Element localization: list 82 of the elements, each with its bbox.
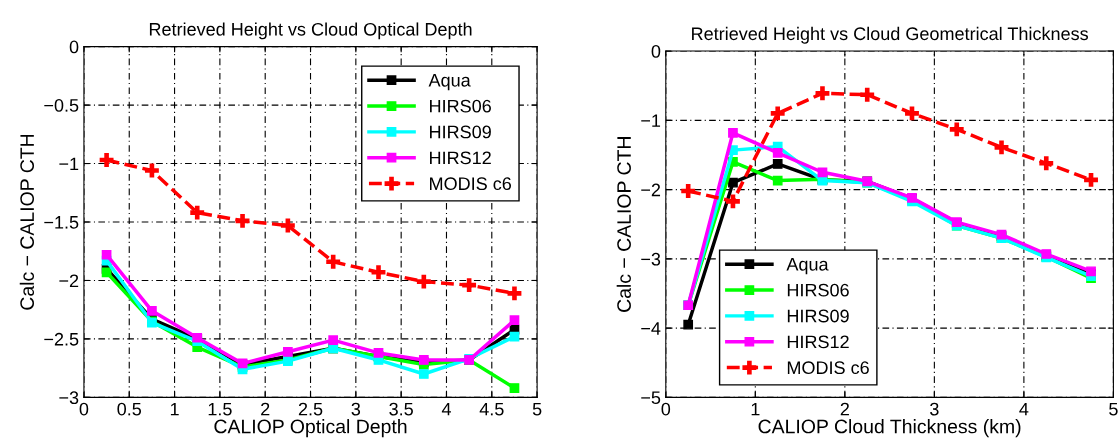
point [101, 249, 112, 260]
legend-label: Aqua [428, 74, 471, 91]
y-tick-label: −1.5 [44, 216, 79, 229]
legend-label: HIRS12 [787, 335, 849, 349]
point [815, 86, 830, 101]
chart-title: Retrieved Height vs Cloud Optical Depth [149, 22, 472, 40]
point [772, 175, 783, 186]
point [144, 163, 159, 178]
point [99, 153, 114, 167]
y-tick-label: −2 [641, 183, 661, 197]
point [1084, 172, 1098, 187]
x-tick-label: 1 [751, 402, 760, 416]
x-tick-label: 3.5 [389, 402, 413, 416]
point [280, 218, 295, 233]
point [371, 265, 386, 280]
point [860, 87, 875, 102]
legend-label: MODIS c6 [430, 177, 512, 191]
x-tick-label: 2 [261, 402, 270, 416]
point [509, 383, 520, 393]
x-tick-label: 4 [1019, 402, 1029, 416]
x-tick-label: 2 [840, 402, 849, 416]
y-tick-label: −4 [641, 322, 661, 335]
x-axis-title: CALIOP Cloud Thickness (km) [758, 419, 1021, 438]
point [326, 254, 341, 269]
y-axis-title: Calc − CALIOP CTH [19, 134, 35, 310]
point [509, 315, 520, 326]
x-tick-label: 5 [1109, 402, 1118, 416]
legend-label: Aqua [786, 258, 829, 275]
x-tick-label: 4 [441, 402, 451, 416]
legend-label: HIRS06 [787, 283, 849, 297]
point [772, 148, 783, 158]
x-tick-label: 0 [661, 402, 671, 416]
y-tick-label: −1 [641, 114, 661, 127]
x-tick-label: 5 [532, 402, 542, 416]
point [772, 159, 783, 169]
point [728, 127, 738, 138]
y-tick-label: −5 [641, 391, 661, 405]
point [373, 348, 384, 358]
point [416, 274, 431, 289]
point [905, 106, 919, 121]
legend-label: HIRS09 [430, 125, 491, 139]
point [283, 346, 293, 357]
point [101, 267, 112, 278]
point [418, 369, 429, 379]
x-tick-label: 3 [930, 402, 939, 416]
x-tick-label: 3 [351, 402, 361, 416]
point [683, 319, 694, 330]
y-tick-label: −1 [59, 157, 79, 171]
x-tick-label: 2.5 [298, 402, 323, 416]
legend-label: MODIS c6 [787, 361, 869, 375]
y-axis-title: Calc − CALIOP CTH [616, 137, 631, 312]
x-tick-label: 1 [170, 402, 179, 416]
point [726, 194, 740, 209]
legend-label: HIRS06 [430, 99, 491, 113]
y-tick-label: −0.5 [44, 99, 79, 112]
legend-label: HIRS09 [787, 309, 849, 323]
x-tick-label: 0 [79, 402, 89, 416]
point [681, 184, 696, 198]
point [817, 167, 828, 178]
point [235, 213, 250, 228]
x-tick-label: 4.5 [479, 402, 504, 416]
y-tick-label: 0 [69, 40, 79, 54]
point [949, 122, 964, 137]
y-tick-label: −3 [59, 391, 79, 405]
point [147, 305, 157, 316]
point [328, 335, 339, 345]
point [728, 177, 738, 188]
point [462, 278, 477, 293]
legend-label: HIRS12 [430, 151, 491, 165]
point [507, 286, 522, 301]
point [994, 140, 1009, 155]
x-tick-label: 1.5 [208, 402, 232, 416]
y-tick-label: −2 [59, 274, 79, 287]
y-tick-label: −3 [641, 252, 661, 266]
point [1039, 156, 1054, 171]
x-tick-label: 0.5 [117, 402, 142, 416]
x-axis-title: CALIOP Optical Depth [214, 419, 407, 438]
point [770, 106, 785, 121]
point [190, 205, 205, 220]
y-tick-label: 0 [651, 44, 661, 58]
chart-title: Retrieved Height vs Cloud Geometrical Thickness [692, 26, 1088, 44]
y-tick-label: −2.5 [44, 332, 79, 346]
